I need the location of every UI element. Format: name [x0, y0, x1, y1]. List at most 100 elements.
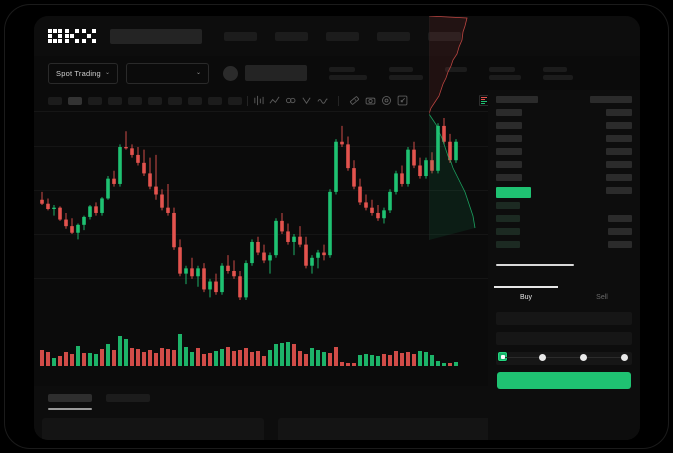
- primary-nav: [224, 31, 461, 41]
- gridline-3: [34, 234, 640, 235]
- wave-chart-icon[interactable]: [317, 95, 328, 106]
- orderbook-bid-row-4-left[interactable]: [496, 241, 520, 248]
- stat-change-24h: [389, 66, 424, 80]
- compare-icon[interactable]: [301, 95, 312, 106]
- orderbook-ask-row-3-left[interactable]: [496, 135, 522, 142]
- order-form-fields: [496, 312, 632, 372]
- ticker-summary: [223, 65, 308, 81]
- bottom-tab-order-history[interactable]: [106, 394, 150, 402]
- orderbook-bid-row-4-right[interactable]: [608, 241, 632, 248]
- device-frame: Spot Trading ⌄ ⌄: [4, 4, 669, 449]
- order-book[interactable]: [488, 96, 640, 268]
- orderbook-bid-row-3-right[interactable]: [608, 228, 632, 235]
- orderbook-ask-row-6-right[interactable]: [606, 174, 632, 181]
- orderbook-ask-row-4-right[interactable]: [606, 148, 632, 155]
- mode-selector-spot-trading[interactable]: Spot Trading ⌄: [48, 62, 119, 84]
- logo-glyph-o: [48, 29, 62, 43]
- timeframe-group: [48, 96, 242, 105]
- nav-item-5[interactable]: [428, 31, 461, 41]
- stat-volume-24h-value: [489, 74, 522, 80]
- timeframe-button-6[interactable]: [148, 96, 162, 105]
- timeframe-button-4[interactable]: [108, 96, 122, 105]
- order-book-scroll-indicator[interactable]: [496, 264, 574, 266]
- orderbook-ask-row-2-left[interactable]: [496, 122, 522, 129]
- chart-tools-group: [253, 95, 408, 106]
- stepper-dot-3[interactable]: [580, 354, 587, 361]
- orderbook-bid-row-3-left[interactable]: [496, 228, 520, 235]
- coin-avatar: [223, 65, 239, 81]
- stat-last-price: [329, 66, 368, 80]
- timeframe-button-7[interactable]: [168, 96, 182, 105]
- logo-glyph-x: [82, 29, 96, 43]
- settings-icon[interactable]: [381, 95, 392, 106]
- timeframe-button-2[interactable]: [68, 96, 82, 105]
- stepper-dot-4[interactable]: [621, 354, 628, 361]
- fullscreen-icon[interactable]: [397, 95, 408, 106]
- tab-sell[interactable]: Sell: [564, 286, 640, 308]
- timeframe-button-1[interactable]: [48, 96, 62, 105]
- orderbook-bid-row-1-left[interactable]: [496, 202, 520, 209]
- order-amount-field[interactable]: [496, 332, 632, 345]
- line-chart-icon[interactable]: [269, 95, 280, 106]
- pair-selector[interactable]: ⌄: [126, 62, 210, 84]
- orderbook-spread-highlight-left[interactable]: [496, 187, 531, 198]
- timeframe-button-3[interactable]: [88, 96, 102, 105]
- timeframe-button-5[interactable]: [128, 96, 142, 105]
- orderbook-bid-row-2-right[interactable]: [608, 215, 632, 222]
- order-total-field[interactable]: [496, 352, 632, 365]
- nav-item-4[interactable]: [377, 31, 410, 41]
- nav-item-2[interactable]: [275, 31, 308, 41]
- stepper-dot-2[interactable]: [539, 354, 546, 361]
- bottom-tab-open-orders-label: [48, 394, 92, 402]
- stat-change-24h-label: [389, 66, 414, 72]
- nav-item-3[interactable]: [326, 31, 359, 41]
- orderbook-ask-row-1-left[interactable]: [496, 109, 522, 116]
- orderbook-ask-row-4-left[interactable]: [496, 148, 522, 155]
- orderbook-ask-row-5-right[interactable]: [606, 161, 632, 168]
- chevron-down-icon: ⌄: [104, 70, 111, 76]
- okx-logo[interactable]: [48, 29, 96, 43]
- indicator-icon[interactable]: [285, 95, 296, 106]
- timeframe-button-8[interactable]: [188, 96, 202, 105]
- bottom-tab-open-orders[interactable]: [48, 394, 92, 410]
- bottom-tab-open-orders-underline: [48, 408, 92, 410]
- timeframe-button-10[interactable]: [228, 96, 242, 105]
- market-stats: [329, 66, 574, 80]
- orderbook-header-left[interactable]: [496, 96, 538, 103]
- stepper-dot-inner: [500, 355, 505, 359]
- order-price-field[interactable]: [496, 312, 632, 325]
- candlestick-chart-icon[interactable]: [253, 95, 264, 106]
- amount-percent-stepper[interactable]: [498, 352, 630, 364]
- orderbook-ask-row-5-left[interactable]: [496, 161, 522, 168]
- chevron-down-icon: ⌄: [195, 70, 202, 76]
- place-order-button[interactable]: [497, 372, 631, 389]
- bottom-tab-order-history-label: [106, 394, 150, 402]
- camera-icon[interactable]: [365, 95, 376, 106]
- orderbook-ask-row-2-right[interactable]: [606, 122, 632, 129]
- toolbar-divider: [247, 95, 248, 106]
- orderbook-bid-row-2-left[interactable]: [496, 215, 520, 222]
- nav-item-1[interactable]: [224, 31, 257, 41]
- orderbook-ask-row-3-right[interactable]: [606, 135, 632, 142]
- stat-high-24h-label: [445, 66, 468, 72]
- search-input[interactable]: [110, 28, 202, 44]
- orderbook-spread-highlight-right[interactable]: [606, 187, 632, 194]
- orderbook-ask-row-6-left[interactable]: [496, 174, 522, 181]
- market-subheader: Spot Trading ⌄ ⌄: [34, 56, 640, 90]
- ruler-icon[interactable]: [349, 95, 360, 106]
- stat-last-price-label: [329, 66, 356, 72]
- stepper-track: [502, 357, 626, 358]
- logo-glyph-k: [65, 29, 79, 43]
- mode-selector-label: Spot Trading: [56, 68, 101, 78]
- stat-last-price-value: [329, 74, 368, 80]
- orderbook-header-right[interactable]: [590, 96, 632, 103]
- orderbook-ask-row-1-right[interactable]: [606, 109, 632, 116]
- buy-sell-tabs: Buy Sell: [488, 286, 640, 308]
- stepper-dot-1-active[interactable]: [498, 352, 507, 361]
- bottom-tabs: [48, 394, 150, 410]
- tab-buy[interactable]: Buy: [488, 286, 564, 308]
- timeframe-button-9[interactable]: [208, 96, 222, 105]
- pair-name-placeholder: [245, 65, 308, 81]
- orderbook-mode-both-bar: [481, 103, 485, 104]
- tab-buy-label: Buy: [519, 293, 533, 301]
